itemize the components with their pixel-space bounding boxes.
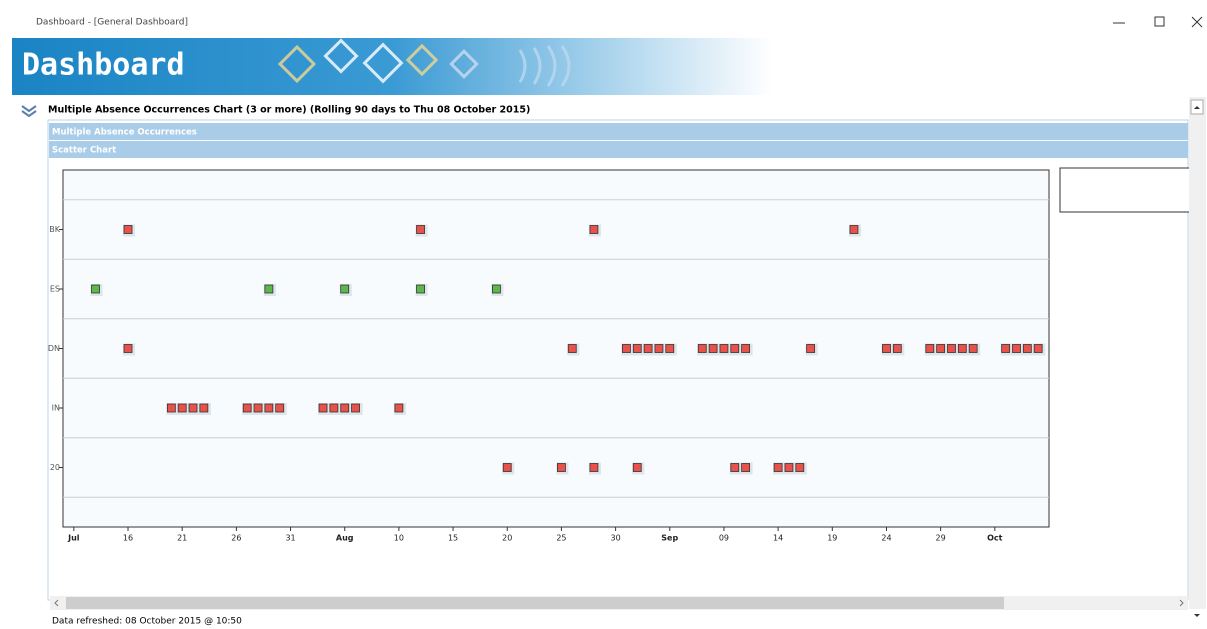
point [709, 345, 717, 353]
point [1034, 345, 1042, 353]
x-tick-label: Jul [67, 534, 80, 543]
point [590, 464, 598, 472]
point [807, 345, 815, 353]
x-tick-label: 25 [556, 534, 566, 543]
y-tick-label: DN [48, 344, 60, 353]
panel-header [49, 123, 1188, 140]
point [417, 226, 425, 234]
y-tick-label: IN [52, 404, 60, 413]
point [568, 345, 576, 353]
point [644, 345, 652, 353]
y-tick-label: ES [50, 285, 60, 294]
point [124, 345, 132, 353]
vertical-scrollbar[interactable] [1189, 97, 1206, 609]
point [557, 464, 565, 472]
point [622, 345, 630, 353]
point [720, 345, 728, 353]
point [341, 404, 349, 412]
point [352, 404, 360, 412]
point [666, 345, 674, 353]
point [937, 345, 945, 353]
point [243, 404, 251, 412]
legend [1060, 168, 1190, 212]
point [200, 404, 208, 412]
point [655, 345, 663, 353]
point [850, 226, 858, 234]
x-tick-label: 29 [936, 534, 946, 543]
x-tick-label: 16 [123, 534, 133, 543]
panel-title: Multiple Absence Occurrences [52, 128, 197, 138]
point [590, 226, 598, 234]
point [796, 464, 804, 472]
point [319, 404, 327, 412]
point [698, 345, 706, 353]
x-tick-label: 21 [177, 534, 187, 543]
point [785, 464, 793, 472]
x-tick-label: Sep [661, 534, 678, 543]
x-tick-label: 14 [773, 534, 783, 543]
point [947, 345, 955, 353]
x-tick-label: 30 [610, 534, 620, 543]
point [893, 345, 901, 353]
point [969, 345, 977, 353]
point [926, 345, 934, 353]
page: Dashboard - [General Dashboard] Dashboar… [0, 0, 1207, 629]
point [92, 285, 100, 293]
panel-subtitle: Scatter Chart [52, 146, 116, 156]
x-tick-label: 31 [285, 534, 295, 543]
point [742, 464, 750, 472]
x-tick-label: 20 [502, 534, 512, 543]
point [265, 285, 273, 293]
point [633, 464, 641, 472]
point [1002, 345, 1010, 353]
section-title: Multiple Absence Occurrences Chart (3 or… [48, 105, 530, 116]
point [254, 404, 262, 412]
point [633, 345, 641, 353]
x-tick-label: Aug [336, 534, 354, 543]
point [731, 464, 739, 472]
window: Dashboard - [General Dashboard] Dashboar… [0, 0, 1207, 629]
x-tick-label: 09 [719, 534, 729, 543]
x-tick-label: 10 [394, 534, 404, 543]
point [742, 345, 750, 353]
point [492, 285, 500, 293]
point [1023, 345, 1031, 353]
x-tick-label: 24 [881, 534, 891, 543]
footer-text: Data refreshed: 08 October 2015 @ 10:50 [52, 617, 242, 627]
point [417, 285, 425, 293]
point [503, 464, 511, 472]
point [276, 404, 284, 412]
point [124, 226, 132, 234]
x-tick-label: 26 [231, 534, 241, 543]
point [731, 345, 739, 353]
point [265, 404, 273, 412]
x-tick-label: 15 [448, 534, 458, 543]
point [330, 404, 338, 412]
x-tick-label: Oct [987, 534, 1003, 543]
point [178, 404, 186, 412]
y-tick-label: 20 [50, 463, 60, 472]
point [882, 345, 890, 353]
panel-subheader [49, 141, 1188, 158]
point [958, 345, 966, 353]
x-tick-label: 19 [827, 534, 837, 543]
point [167, 404, 175, 412]
point [1012, 345, 1020, 353]
point [395, 404, 403, 412]
banner-title: Dashboard [22, 48, 185, 83]
point [189, 404, 197, 412]
point [341, 285, 349, 293]
horizontal-scroll-thumb[interactable] [66, 597, 1004, 609]
point [774, 464, 782, 472]
window-title: Dashboard - [General Dashboard] [36, 18, 188, 28]
